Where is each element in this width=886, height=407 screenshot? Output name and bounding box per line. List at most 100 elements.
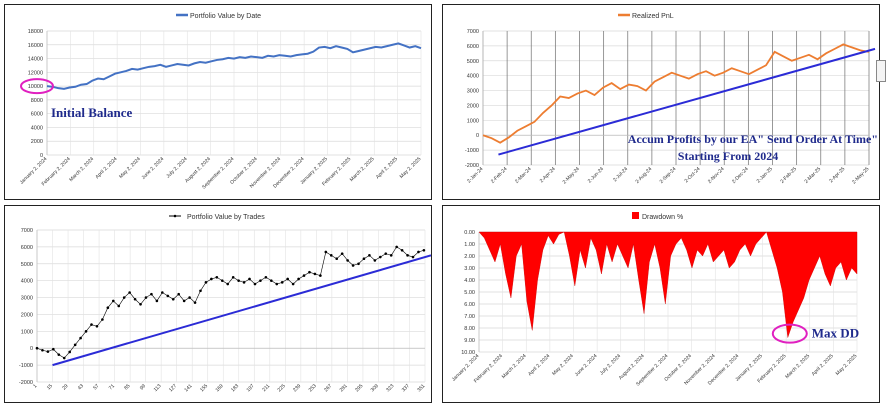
y-tick-label: 6.00 — [464, 302, 475, 308]
data-point — [231, 275, 235, 279]
x-tick-label: April 2, 2025 — [375, 156, 399, 180]
data-point — [340, 252, 344, 255]
y-tick-label: 0 — [476, 133, 479, 139]
data-point — [308, 270, 311, 274]
x-tick-label: 2-Mar-24 — [514, 166, 533, 185]
data-point — [400, 248, 404, 252]
y-tick-label: 5000 — [467, 59, 479, 65]
y-tick-label: 6000 — [21, 245, 33, 251]
data-point — [62, 356, 66, 360]
data-point — [210, 277, 213, 281]
legend-swatch — [632, 212, 639, 219]
legend-label: Portfolio Value by Date — [190, 13, 261, 20]
x-tick-label: 2-Sep-24 — [659, 166, 678, 185]
data-point — [406, 254, 409, 257]
data-point — [302, 274, 306, 277]
data-point — [133, 297, 137, 301]
x-tick-label: 225 — [277, 383, 287, 393]
legend-label: Portfolio Value by Trades — [187, 214, 265, 221]
data-point — [52, 347, 55, 351]
data-point — [95, 324, 99, 328]
data-point — [270, 279, 273, 282]
y-tick-label: 1000 — [467, 118, 479, 124]
data-point — [417, 250, 420, 254]
data-point — [150, 292, 153, 296]
data-point — [155, 299, 159, 303]
data-point — [324, 250, 328, 254]
x-tick-label: April 2, 2025 — [811, 353, 835, 377]
data-point — [357, 262, 360, 266]
scroll-edge-handle[interactable] — [876, 60, 886, 82]
y-tick-label: 7.00 — [464, 314, 475, 320]
x-tick-label: April 2, 2024 — [527, 353, 551, 377]
data-point — [117, 304, 121, 308]
data-point — [122, 296, 126, 299]
y-tick-label: 0 — [40, 153, 43, 159]
y-tick-label: 5000 — [21, 262, 33, 268]
x-tick-label: 43 — [77, 383, 85, 391]
y-tick-label: -1000 — [19, 363, 33, 369]
x-tick-label: 323 — [385, 383, 395, 393]
y-tick-label: 7000 — [467, 29, 479, 35]
data-point — [171, 297, 175, 301]
x-tick-label: 267 — [323, 383, 333, 393]
y-tick-label: 4.00 — [464, 278, 475, 284]
x-tick-label: 295 — [354, 383, 364, 393]
data-point — [35, 346, 39, 350]
data-point — [297, 277, 300, 281]
y-tick-label: 3.00 — [464, 266, 475, 272]
data-point — [215, 275, 219, 279]
data-point — [226, 282, 230, 286]
data-point — [166, 294, 170, 298]
data-point — [379, 255, 382, 259]
x-tick-label: 2-Oct-24 — [684, 166, 702, 184]
x-tick-label: 29 — [61, 383, 69, 391]
legend-label: Realized PnL — [632, 13, 674, 20]
data-point — [422, 248, 426, 252]
data-point — [182, 299, 186, 303]
y-tick-label: 0 — [30, 346, 33, 352]
drawdown-percent-chart: Drawdown % 0.00 1.00 2.00 3.00 4.00 5.00 6.00 7.… — [442, 205, 880, 403]
data-point — [204, 281, 208, 284]
portfolio-value-by-trades-chart: Portfolio Value by Trades -2000 -1000 0 1000… — [4, 205, 432, 403]
x-tick-label: 99 — [139, 383, 147, 391]
y-tick-label: 18000 — [28, 29, 43, 35]
x-tick-label: 309 — [370, 383, 380, 393]
x-tick-label: 2-Mar-25 — [804, 166, 823, 185]
y-tick-label: 2000 — [31, 139, 43, 145]
starting-from-annotation: Starting From 2024 — [678, 149, 778, 163]
x-tick-label: 1 — [32, 383, 38, 389]
data-point — [362, 257, 366, 261]
portfolio-value-by-trades-svg: Portfolio Value by Trades -2000 -1000 0 1000… — [19, 214, 431, 393]
data-point — [220, 279, 224, 282]
data-point — [286, 277, 289, 281]
trend-line — [52, 254, 431, 367]
data-point — [90, 323, 93, 326]
x-tick-label: 169 — [215, 383, 225, 393]
x-tick-label: 2-Jul-24 — [612, 166, 629, 183]
x-tick-label: 2-Dec-24 — [731, 166, 750, 185]
data-point — [57, 353, 61, 356]
y-tick-label: 8000 — [31, 98, 43, 104]
x-tick-label: 2-Apr-25 — [828, 166, 846, 184]
x-tick-label: 57 — [92, 383, 100, 391]
y-tick-label: 3000 — [467, 89, 479, 95]
data-point — [41, 348, 44, 352]
data-point — [275, 282, 279, 286]
data-point — [280, 281, 284, 284]
y-tick-label: 8.00 — [464, 326, 475, 332]
data-point — [373, 259, 377, 262]
x-tick-label: May 2, 2024 — [118, 156, 142, 180]
data-point — [144, 296, 148, 299]
accum-profits-annotation: Accum Profits by our EA" Send Order At T… — [628, 132, 878, 146]
x-tick-label: May 2, 2024 — [551, 353, 575, 377]
y-tick-label: 12000 — [28, 70, 43, 76]
y-tick-label: 6000 — [467, 44, 479, 50]
initial-balance-annotation: Initial Balance — [51, 105, 132, 120]
data-point — [161, 291, 164, 294]
realized-pnl-svg: Realized PnL -2000 -1000 0 1000 2000 3000 4000 5… — [465, 13, 878, 185]
portfolio-value-by-date-svg: Portfolio Value by Date 0 2000 4000 6000 8000… — [19, 13, 423, 190]
data-point — [319, 274, 322, 277]
y-tick-label: 3000 — [21, 296, 33, 302]
data-point — [248, 277, 251, 281]
